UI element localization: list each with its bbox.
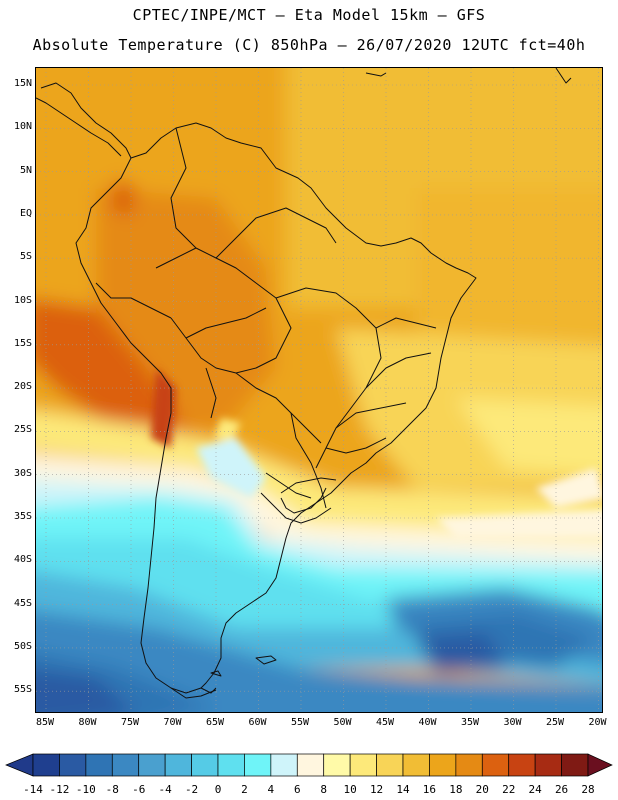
title-line-2: Absolute Temperature (C) 850hPa — 26/07/… [32,36,586,54]
colorbar-swatch [534,753,562,777]
colorbar-swatch [164,753,192,777]
lon-label: 80W [78,717,97,728]
colorbar-swatch [561,753,589,777]
colorbar-over-arrow [587,753,613,777]
lat-label: 10N [13,121,32,133]
colorbar-tick-label: 26 [554,783,569,796]
colorbar-tick-label: 0 [214,783,222,796]
lat-label: 50S [13,640,32,652]
colorbar-swatch [138,753,166,777]
lon-label: 75W [120,717,140,728]
colorbar-tick-label: 20 [475,783,489,796]
colorbar-swatch [111,753,140,777]
coastlines-and-borders [36,68,572,699]
colorbar-tick-label: -12 [49,783,70,796]
lat-lon-grid [36,68,602,712]
colorbar-tick-label: -8 [105,783,119,796]
colorbar-tick-label: 28 [581,783,595,796]
lat-label: 5N [19,164,32,176]
temperature-field [36,68,602,712]
lon-label: 65W [205,717,225,728]
lat-label: EQ [19,207,32,219]
colorbar-tick-label: 4 [267,783,275,796]
lon-label: 50W [333,717,352,728]
colorbar-swatch [376,753,404,777]
colorbar-swatch [270,753,298,777]
colorbar-tick-label: 24 [528,783,542,796]
colorbar-tick-label: 8 [320,783,328,796]
lon-label: 35W [460,717,480,728]
colorbar-tick-label: 18 [449,783,463,796]
lat-label: 35S [13,511,32,522]
colorbar-swatch [244,753,272,777]
lon-label: 55W [290,717,310,728]
colorbar-tick-label: 22 [502,783,516,796]
lat-label: 30S [13,467,32,479]
lat-label: 20S [13,381,32,393]
colorbar-swatch [59,753,87,777]
colorbar-swatch [85,753,113,777]
colorbar-under-arrow [5,753,34,777]
lat-label: 10S [13,294,32,306]
colorbar-tick-label: 12 [369,783,384,796]
colorbar-tick-label: -6 [132,783,146,796]
lat-label: 15N [13,78,32,89]
colorbar-swatch [402,753,430,777]
colorbar-tick-label: -4 [158,783,172,796]
lat-label: 5S [19,251,32,263]
colorbar-tick-label: 16 [422,783,437,796]
colorbar-swatch [481,753,510,777]
lat-label: 25S [13,424,32,436]
lat-label: 45S [13,597,32,609]
colorbar-swatch [217,753,245,777]
lon-label: 20W [588,717,607,728]
colorbar-swatch [191,753,219,777]
lat-label: 55S [13,684,32,696]
colorbar-tick-label: 2 [241,783,248,796]
lon-label: 25W [545,717,565,728]
colorbar-swatch [349,753,377,777]
colorbar-swatch [508,753,536,777]
lon-label: 85W [35,717,55,728]
temperature-map [36,68,602,712]
colorbar-tick-label: 6 [293,783,301,796]
temperature-detail [151,368,602,538]
lon-label: 60W [248,717,267,728]
colorbar-tick-label: -14 [23,783,43,796]
map-panel [35,67,603,713]
colorbar-tick-label: -2 [184,783,199,796]
colorbar-swatch [429,753,457,777]
lat-label: 40S [13,554,32,566]
colorbar-swatch [296,753,325,777]
lon-label: 40W [418,717,437,728]
lon-label: 70W [163,717,182,728]
colorbar-swatch [455,753,483,777]
lon-label: 45W [375,717,395,728]
colorbar-swatch [32,753,60,777]
lat-label: 15S [13,337,32,349]
colorbar [5,753,613,777]
colorbar-tick-label: -10 [75,783,96,796]
colorbar-swatch [323,753,351,777]
colorbar-tick-label: 14 [396,783,410,796]
title-line-1: CPTEC/INPE/MCT — Eta Model 15km — GFS [132,6,486,24]
lon-label: 30W [503,717,522,728]
colorbar-tick-label: 10 [343,783,357,796]
